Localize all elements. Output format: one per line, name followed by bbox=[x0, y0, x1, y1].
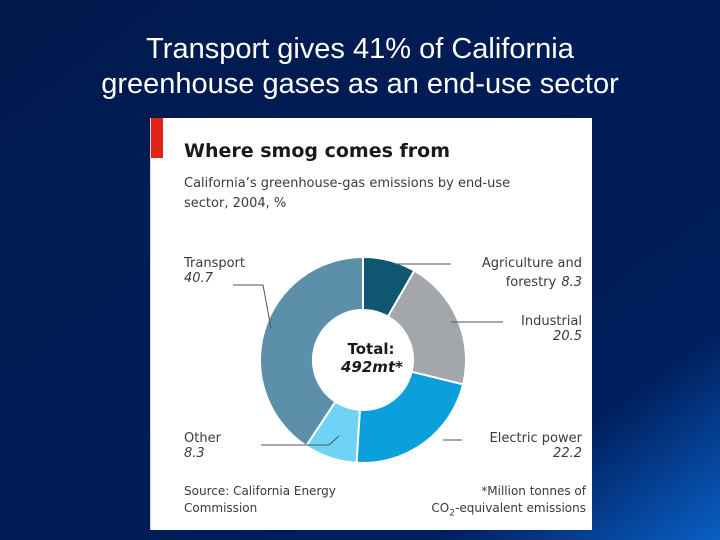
source-line1: Source: California Energy bbox=[184, 484, 336, 498]
chart-panel: Where smog comes from California’s green… bbox=[150, 118, 592, 530]
label-agriculture-name2: forestry bbox=[505, 275, 557, 290]
label-other-value: 8.3 bbox=[184, 446, 205, 461]
label-transport: Transport 40.7 bbox=[184, 256, 245, 286]
leader-transport bbox=[233, 284, 272, 329]
red-accent-tab bbox=[151, 118, 163, 158]
chart-title: Where smog comes from bbox=[184, 140, 451, 162]
footnote-equivalent: -equivalent emissions bbox=[454, 501, 586, 515]
label-agriculture-value: 8.3 bbox=[561, 275, 582, 290]
slice-transport bbox=[259, 255, 364, 448]
label-industrial-name: Industrial bbox=[521, 314, 582, 329]
label-agriculture-name1: Agriculture and bbox=[481, 256, 582, 271]
label-electric-name: Electric power bbox=[489, 431, 583, 446]
label-transport-name: Transport bbox=[184, 256, 246, 271]
slide-title-line2: greenhouse gases as an end-use sector bbox=[101, 68, 619, 100]
label-industrial-value: 20.5 bbox=[553, 329, 582, 344]
footnote-line1: *Million tonnes of bbox=[481, 484, 586, 498]
label-industrial: Industrial 20.5 bbox=[471, 314, 582, 344]
slice-electric-power bbox=[355, 370, 465, 464]
center-total-value: 492mt* bbox=[341, 358, 403, 376]
chart-subtitle: California’s greenhouse-gas emissions by… bbox=[184, 176, 511, 211]
source-line2: Commission bbox=[184, 501, 258, 515]
center-total-label: Total: bbox=[347, 340, 395, 358]
slide-title-line1: Transport gives 41% of California bbox=[146, 33, 574, 65]
leader-other bbox=[261, 435, 340, 446]
slice-industrial bbox=[386, 269, 467, 386]
slide-title: Transport gives 41% of California greenh… bbox=[20, 32, 700, 102]
donut-chart bbox=[233, 255, 503, 464]
chart-footnote: *Million tonnes of CO2-equivalent emissi… bbox=[406, 483, 586, 522]
footnote-co: CO bbox=[431, 501, 450, 515]
label-transport-value: 40.7 bbox=[184, 271, 213, 286]
label-electric-value: 22.2 bbox=[553, 446, 582, 461]
footnote-sub2: 2 bbox=[449, 508, 455, 519]
label-agriculture: Agriculture and forestry 8.3 bbox=[451, 256, 582, 290]
label-other-name: Other bbox=[184, 431, 221, 446]
label-other: Other 8.3 bbox=[184, 431, 221, 461]
label-electric: Electric power 22.2 bbox=[462, 431, 583, 461]
chart-source: Source: California Energy Commission bbox=[184, 483, 336, 517]
